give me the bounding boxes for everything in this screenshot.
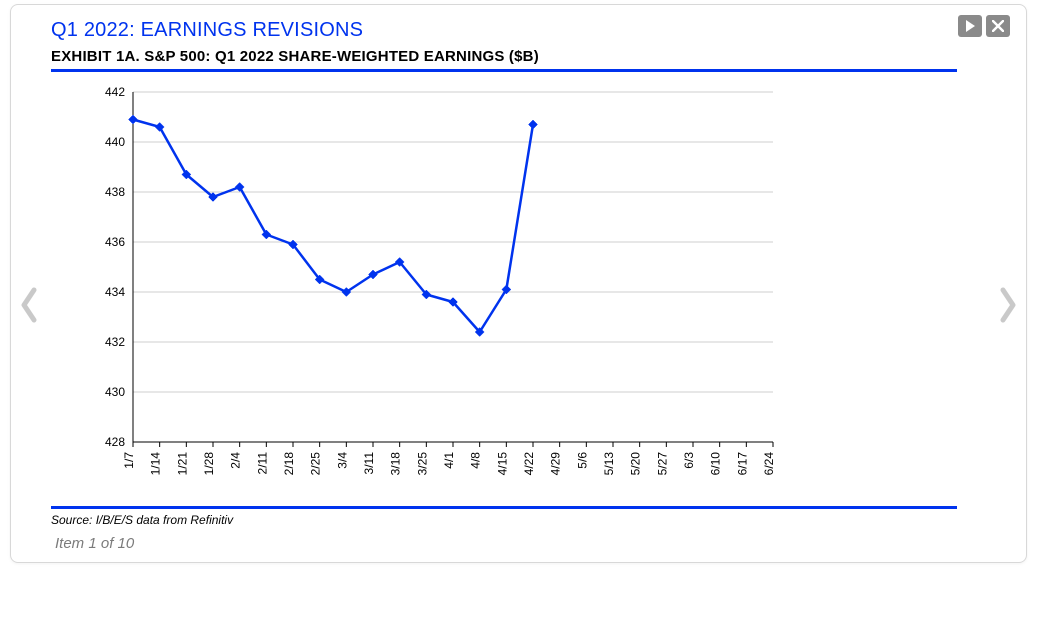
play-button[interactable] bbox=[958, 15, 982, 37]
svg-text:440: 440 bbox=[105, 135, 125, 149]
page-title: Q1 2022: EARNINGS REVISIONS bbox=[51, 19, 1010, 42]
svg-text:2/11: 2/11 bbox=[255, 452, 269, 475]
slide-frame: Q1 2022: EARNINGS REVISIONS EXHIBIT 1A. … bbox=[10, 4, 1027, 563]
svg-text:6/24: 6/24 bbox=[762, 452, 776, 476]
prev-slide-chevron[interactable] bbox=[17, 285, 43, 325]
svg-text:3/11: 3/11 bbox=[362, 452, 376, 475]
svg-text:1/28: 1/28 bbox=[202, 452, 216, 476]
next-slide-chevron[interactable] bbox=[994, 285, 1020, 325]
svg-text:1/7: 1/7 bbox=[122, 452, 136, 469]
svg-text:3/4: 3/4 bbox=[335, 452, 349, 469]
svg-text:2/25: 2/25 bbox=[309, 452, 323, 476]
svg-text:432: 432 bbox=[105, 335, 125, 349]
source-text: Source: I/B/E/S data from Refinitiv bbox=[51, 513, 1010, 527]
svg-text:5/13: 5/13 bbox=[602, 452, 616, 476]
svg-text:4/1: 4/1 bbox=[442, 452, 456, 469]
svg-text:428: 428 bbox=[105, 435, 125, 449]
svg-text:1/21: 1/21 bbox=[175, 452, 189, 476]
svg-text:3/25: 3/25 bbox=[415, 452, 429, 476]
svg-text:4/29: 4/29 bbox=[549, 452, 563, 476]
svg-text:6/17: 6/17 bbox=[735, 452, 749, 476]
chart-svg: 428 430 432 434 436 438 440 442 1/7 1/14 1/21 1/28 2… bbox=[51, 72, 957, 492]
item-counter: Item 1 of 10 bbox=[55, 535, 1010, 552]
svg-text:1/14: 1/14 bbox=[149, 452, 163, 476]
svg-text:434: 434 bbox=[105, 285, 125, 299]
slide-controls bbox=[958, 15, 1010, 37]
svg-text:4/8: 4/8 bbox=[469, 452, 483, 469]
earnings-chart: 428 430 432 434 436 438 440 442 1/7 1/14 1/21 1/28 2… bbox=[51, 72, 957, 492]
svg-text:2/18: 2/18 bbox=[282, 452, 296, 476]
exhibit-title: EXHIBIT 1A. S&P 500: Q1 2022 SHARE-WEIGH… bbox=[51, 48, 1010, 65]
svg-text:2/4: 2/4 bbox=[229, 452, 243, 469]
svg-text:6/3: 6/3 bbox=[682, 452, 696, 469]
svg-text:5/20: 5/20 bbox=[629, 452, 643, 476]
svg-text:5/6: 5/6 bbox=[575, 452, 589, 469]
svg-text:436: 436 bbox=[105, 235, 125, 249]
svg-text:6/10: 6/10 bbox=[709, 452, 723, 476]
svg-text:430: 430 bbox=[105, 385, 125, 399]
svg-text:4/15: 4/15 bbox=[495, 452, 509, 476]
svg-text:4/22: 4/22 bbox=[522, 452, 536, 476]
divider-bottom bbox=[51, 506, 957, 509]
svg-text:438: 438 bbox=[105, 185, 125, 199]
close-button[interactable] bbox=[986, 15, 1010, 37]
svg-text:442: 442 bbox=[105, 85, 125, 99]
svg-text:5/27: 5/27 bbox=[655, 452, 669, 476]
svg-text:3/18: 3/18 bbox=[389, 452, 403, 476]
